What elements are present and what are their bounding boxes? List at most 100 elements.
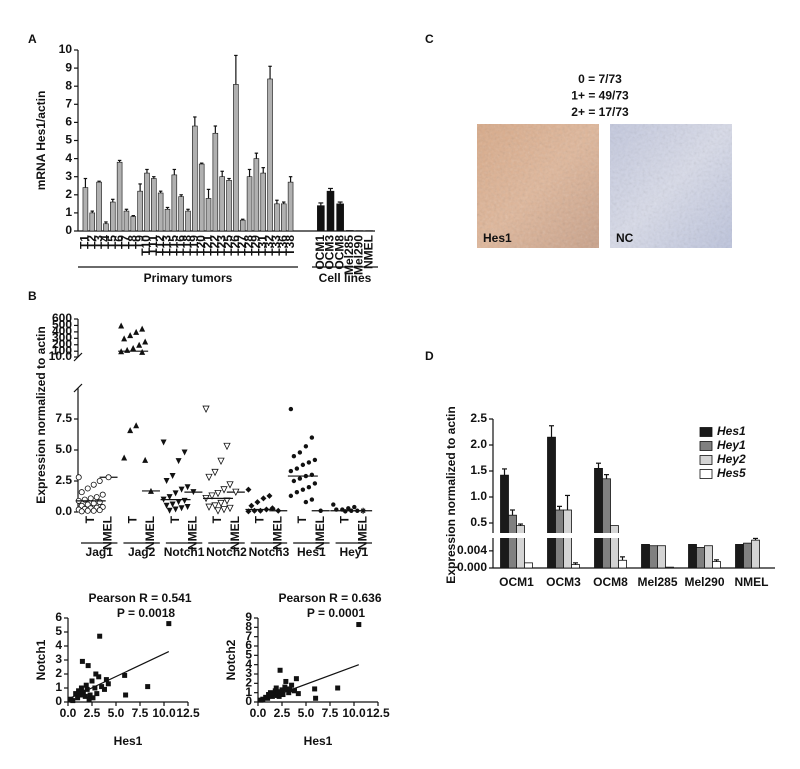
y-tick-label: 1 [65,205,72,219]
x-tick-label: T6 [112,235,126,249]
score-line: 1+ = 49/73 [571,89,629,103]
scatter-point [99,684,105,690]
x-tick-label: NMEL [735,575,769,589]
y-tick-label: 5.0 [55,442,72,456]
bar [246,176,253,232]
bar [735,544,744,569]
y-tick-label: 9 [245,610,252,624]
x-tick-label: 7.5 [132,706,149,720]
x-tick-label: T38 [283,235,297,256]
x-tick-label: Notch1 [164,545,205,559]
group-label: Primary tumors [144,271,233,285]
axis-break [487,533,499,538]
bar [500,474,509,569]
scatter-point [280,692,286,698]
y-axis-label: Notch1 [34,639,48,680]
bar [712,561,721,569]
bar [571,564,580,569]
bar [704,545,713,569]
y-tick-label: 8 [245,620,252,634]
dot-point [312,481,318,486]
dot-point [160,439,167,446]
y-tick-label: 5 [65,133,72,147]
dot-point [352,504,357,510]
scatter-point [166,621,172,627]
bar [212,132,219,232]
dot-point [245,486,252,493]
axis-break [546,533,557,538]
dot-point [178,486,185,493]
y-tick-label: 0.004 [457,543,487,557]
dot-point [208,492,216,500]
y-tick-label: 500 [52,318,72,332]
dot-point [139,348,146,355]
bar [116,161,123,232]
nmel-point [318,508,323,513]
x-tick-label: T15 [166,235,180,256]
dot-point [90,507,97,514]
dot-point [306,485,312,490]
dot-point [175,499,182,506]
scatter-point [283,678,289,684]
x-tick-label: T9 [132,235,146,249]
legend-swatch [699,427,713,437]
y-tick-label: 7.5 [55,411,72,425]
dot-point [172,490,179,497]
score-line: 0 = 7/73 [578,72,622,86]
x-tick-label: Notch3 [249,545,290,559]
sub-label: T [210,515,224,523]
panel-label: B [28,289,37,303]
scatter-point [293,676,299,682]
bar [151,178,157,232]
dot-point [118,322,125,329]
x-tick-label: Jag1 [86,545,114,559]
group-label: Cell lines [319,271,372,285]
dot-point [75,474,82,481]
dot-point [127,427,134,434]
bar [665,566,674,569]
y-axis-label: Notch2 [224,639,238,680]
dot-point [184,504,191,511]
scatter-point [76,688,82,694]
bar [280,203,287,232]
bar [317,205,325,232]
dot-point [121,454,128,461]
sub-label: T [83,515,97,523]
x-tick-label: 5.0 [298,706,315,720]
bar [688,544,697,569]
bar [96,181,102,232]
scatter-point [295,691,301,697]
nmel-point [147,487,154,494]
y-tick-label: 4 [245,657,252,671]
y-tick-label: 1 [245,685,252,699]
bar [649,545,658,569]
legend-label: Hey1 [717,438,746,452]
bar [89,212,96,232]
bar [233,84,239,232]
dot-point [211,468,219,477]
nmel-point [360,507,367,514]
axis-break [593,533,604,538]
scatter-point [85,663,91,669]
y-tick-label: 4 [65,151,72,165]
bar [103,223,109,232]
legend-label: Hes1 [717,424,746,438]
scatter-point [313,695,319,701]
scatter-point [356,622,362,628]
scatter-point [272,688,278,694]
fit-line [257,664,360,703]
dot-point [96,477,103,484]
dot-point [331,502,336,507]
x-tick-label: T16 [173,235,187,256]
y-tick-label: 6 [55,610,62,624]
score-line: 2+ = 17/73 [571,105,629,119]
scatter-point [79,658,85,664]
dot-point [300,487,306,492]
scatter-point [105,681,111,687]
y-axis-label: Expression normalized to actin [444,406,458,583]
x-tick-label: Notch2 [206,545,247,559]
scatter-point [335,685,341,691]
dot-point [309,497,315,502]
scatter-point [77,692,83,698]
fit-line [67,651,170,700]
